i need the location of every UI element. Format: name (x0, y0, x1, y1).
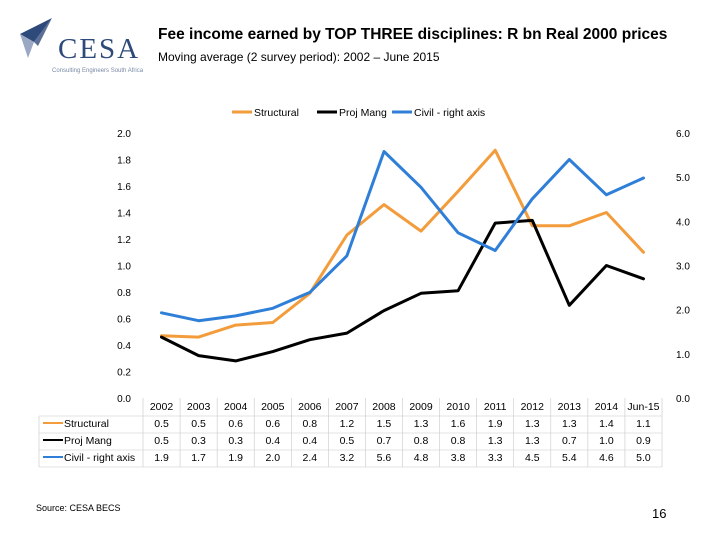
data-label: 0.4 (303, 435, 318, 447)
data-label: 1.7 (191, 452, 206, 464)
category-label: 2002 (150, 401, 174, 413)
y-right-tick-label: 0.0 (676, 394, 690, 405)
data-label: 4.8 (414, 452, 429, 464)
data-label: 1.4 (599, 418, 614, 430)
data-label: 0.8 (451, 435, 466, 447)
y-left-tick-label: 0.8 (117, 288, 131, 299)
data-label: 0.5 (340, 435, 355, 447)
data-label: 3.2 (340, 452, 355, 464)
page-subtitle: Moving average (2 survey period): 2002 –… (158, 50, 440, 64)
data-label: 0.4 (265, 435, 280, 447)
data-label: 1.6 (451, 418, 466, 430)
data-label: 0.5 (154, 418, 169, 430)
data-label: 0.6 (228, 418, 243, 430)
data-label: 1.3 (525, 418, 540, 430)
legend-label: Structural (254, 107, 299, 119)
data-label: 1.3 (414, 418, 429, 430)
table-row-label: Proj Mang (64, 435, 112, 447)
category-label: 2006 (298, 401, 322, 413)
data-label: 0.3 (228, 435, 243, 447)
logo-text: CESA (58, 33, 141, 65)
data-label: 0.6 (265, 418, 280, 430)
table-row-label: Structural (64, 418, 109, 430)
y-left-tick-label: 1.0 (117, 262, 131, 273)
y-right-tick-label: 4.0 (676, 217, 690, 228)
data-label: 2.0 (265, 452, 280, 464)
data-label: 1.9 (488, 418, 503, 430)
y-left-tick-label: 0.2 (117, 368, 131, 379)
data-label: 1.3 (562, 418, 577, 430)
data-label: 2.4 (303, 452, 318, 464)
data-label: 3.8 (451, 452, 466, 464)
data-label: 1.9 (154, 452, 169, 464)
y-right-tick-label: 6.0 (676, 129, 690, 140)
category-label: 2013 (558, 401, 582, 413)
y-right-tick-label: 3.0 (676, 262, 690, 273)
y-left-tick-label: 0.6 (117, 315, 131, 326)
category-label: Jun-15 (627, 401, 659, 413)
category-label: 2011 (484, 401, 507, 413)
legend-label: Civil - right axis (414, 107, 485, 119)
data-label: 3.3 (488, 452, 503, 464)
data-label: 5.6 (377, 452, 392, 464)
data-label: 0.8 (414, 435, 429, 447)
data-label: 1.3 (488, 435, 503, 447)
category-label: 2014 (595, 401, 619, 413)
category-label: 2008 (372, 401, 396, 413)
category-label: 2005 (261, 401, 285, 413)
page-number: 16 (652, 506, 667, 521)
cesa-logo: CESA Consulting Engineers South Africa (14, 16, 149, 74)
y-left-tick-label: 0.0 (117, 394, 131, 405)
data-label: 5.0 (636, 452, 651, 464)
y-left-tick-label: 1.8 (117, 156, 131, 167)
data-label: 4.6 (599, 452, 614, 464)
y-right-tick-label: 2.0 (676, 306, 690, 317)
category-label: 2007 (335, 401, 359, 413)
y-right-tick-label: 1.0 (676, 350, 690, 361)
data-label: 1.1 (636, 418, 651, 430)
data-label: 0.7 (377, 435, 392, 447)
data-label: 0.5 (154, 435, 169, 447)
data-label: 4.5 (525, 452, 540, 464)
page-title: Fee income earned by TOP THREE disciplin… (158, 26, 668, 43)
y-left-tick-label: 2.0 (117, 129, 131, 140)
data-label: 1.3 (525, 435, 540, 447)
data-label: 0.7 (562, 435, 577, 447)
y-right-tick-label: 5.0 (676, 173, 690, 184)
data-label: 0.9 (636, 435, 651, 447)
category-label: 2003 (187, 401, 211, 413)
series-line-structural (160, 148, 645, 339)
data-label: 5.4 (562, 452, 577, 464)
data-label: 1.0 (599, 435, 614, 447)
table-row-label: Civil - right axis (64, 452, 135, 464)
data-label: 0.5 (191, 418, 206, 430)
category-label: 2010 (446, 401, 470, 413)
data-label: 1.9 (228, 452, 243, 464)
series-line-proj-mang (160, 218, 645, 363)
data-label: 1.2 (340, 418, 355, 430)
category-label: 2012 (521, 401, 545, 413)
category-label: 2009 (409, 401, 433, 413)
series-line-civil-right-axis (160, 150, 645, 323)
source-note: Source: CESA BECS (36, 503, 121, 513)
y-left-tick-label: 1.4 (117, 209, 131, 220)
category-label: 2004 (224, 401, 248, 413)
y-left-tick-label: 1.6 (117, 182, 131, 193)
y-left-tick-label: 1.2 (117, 235, 131, 246)
data-label: 0.3 (191, 435, 206, 447)
data-label: 0.8 (303, 418, 318, 430)
compass-logo-icon (20, 18, 52, 58)
logo-tagline: Consulting Engineers South Africa (52, 68, 144, 74)
y-left-tick-label: 0.4 (117, 341, 131, 352)
legend-label: Proj Mang (339, 107, 387, 119)
data-label: 1.5 (377, 418, 392, 430)
